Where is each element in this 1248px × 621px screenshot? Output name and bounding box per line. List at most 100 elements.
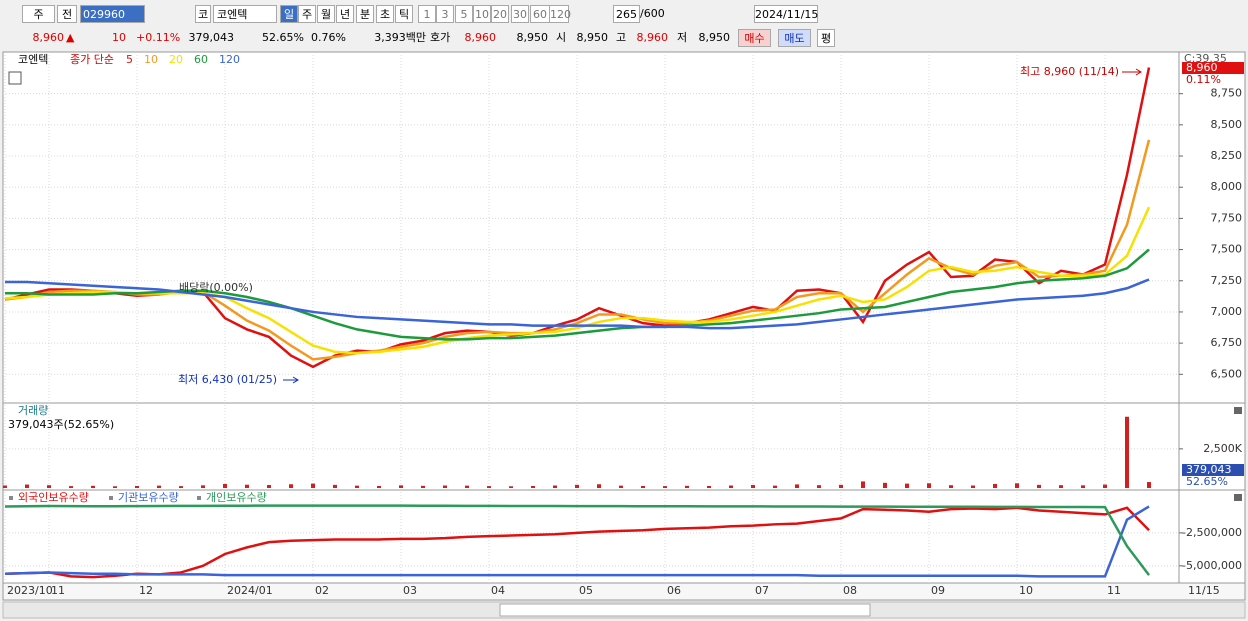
legend-entry: 기관보유수량	[118, 491, 179, 504]
mode-select[interactable]: 전	[57, 5, 77, 23]
y-tick-label: 2,500K	[1203, 442, 1242, 455]
period-button[interactable]: 주	[298, 5, 316, 23]
last-ratio-label: 52.65%	[1186, 475, 1228, 488]
period-button[interactable]: 일	[280, 5, 298, 23]
volume-bar	[751, 485, 755, 488]
sell-button[interactable]: 매도	[778, 29, 811, 47]
y-tick-label: 7,750	[1211, 211, 1243, 224]
x-tick-label: 02	[315, 584, 329, 597]
x-tick-label: 08	[843, 584, 857, 597]
x-tick-label: 04	[491, 584, 505, 597]
volume-bar	[223, 483, 227, 488]
volume-bar	[1059, 485, 1063, 488]
volume-bar	[113, 486, 117, 488]
close-icon[interactable]	[1234, 407, 1242, 414]
x-tick-label: 09	[931, 584, 945, 597]
market-label[interactable]: 코	[195, 5, 211, 23]
period-button[interactable]: 월	[317, 5, 335, 23]
legend-entry: 20	[169, 53, 183, 66]
legend-marker	[197, 496, 201, 500]
volume-bar	[619, 485, 623, 488]
interval-button[interactable]: 10	[473, 5, 491, 23]
y-tick-label: 7,000	[1211, 305, 1243, 318]
volume-bar	[1037, 484, 1041, 488]
legend-entry: 10	[144, 53, 158, 66]
y-tick-label: 7,500	[1211, 243, 1243, 256]
open: 8,950	[576, 31, 609, 44]
volume-bar	[157, 485, 161, 488]
annotation-high: 최고 8,960 (11/14)	[1020, 65, 1119, 78]
volume-bar	[861, 481, 865, 488]
change: 10	[112, 31, 126, 44]
last-change-label: 0.11%	[1186, 73, 1221, 86]
period-button[interactable]: 분	[356, 5, 374, 23]
turnover: 0.76%	[311, 31, 346, 44]
ask: 8,960	[464, 31, 497, 44]
amount: 3,393백만	[374, 31, 426, 44]
interval-button[interactable]: 120	[549, 5, 571, 23]
volume-box	[1182, 464, 1244, 476]
interval-button[interactable]: 3	[436, 5, 454, 23]
x-tick-label: 2023/10	[7, 584, 53, 597]
avg-button[interactable]: 평	[817, 29, 835, 47]
y-tick-label: 8,500	[1211, 118, 1243, 131]
code-input[interactable]: 029960	[80, 5, 145, 23]
volume-bar	[1081, 485, 1085, 488]
price-box	[1182, 62, 1244, 74]
interval-button[interactable]: 5	[455, 5, 473, 23]
buy-button[interactable]: 매수	[738, 29, 771, 47]
arrow: ▲	[66, 31, 75, 44]
volume-bar	[927, 483, 931, 488]
volume-bar	[641, 485, 645, 488]
scroll-thumb[interactable]	[499, 603, 871, 617]
x-tick-label: 10	[1019, 584, 1033, 597]
legend-entry: 외국인보유수량	[18, 491, 89, 504]
arrow	[283, 376, 299, 384]
interval-button[interactable]: 30	[511, 5, 529, 23]
volume-bar	[333, 484, 337, 488]
table-icon[interactable]	[8, 71, 22, 85]
panel-title: 거래량	[18, 404, 48, 417]
volume-bar	[245, 484, 249, 488]
series-line	[4, 505, 1150, 578]
annotation-low: 최저 6,430 (01/25)	[178, 373, 277, 386]
volume-bar	[267, 485, 271, 488]
series-line	[4, 506, 1150, 579]
arrow	[1122, 68, 1142, 76]
volume-bar	[663, 486, 667, 488]
high-label: 고	[616, 31, 627, 44]
period-button[interactable]: 년	[336, 5, 354, 23]
volume-bar	[839, 484, 843, 488]
y-tick-label: 6,500	[1211, 367, 1243, 380]
interval-button[interactable]: 20	[491, 5, 509, 23]
volume-bar	[1103, 484, 1107, 488]
volume-bar	[465, 485, 469, 488]
legend-marker	[9, 496, 13, 500]
volume-bar	[311, 483, 315, 488]
period-button[interactable]: 틱	[395, 5, 413, 23]
volume-bar	[47, 485, 51, 488]
volume-bar	[773, 485, 777, 488]
interval-button[interactable]: 60	[530, 5, 550, 23]
date-input[interactable]: 2024/11/15	[754, 5, 818, 23]
volume-bar	[883, 482, 887, 488]
last-volume-label: 379,043	[1186, 463, 1232, 476]
volume-bar	[179, 486, 183, 488]
legend-marker	[109, 496, 113, 500]
x-tick-label: 11	[51, 584, 65, 597]
name-input[interactable]: 코엔텍	[213, 5, 277, 23]
volume-bar	[993, 483, 997, 488]
volume-bar	[91, 485, 95, 488]
close-icon[interactable]	[1234, 494, 1242, 501]
market-select[interactable]: 주	[22, 5, 55, 23]
count-input[interactable]: 265	[613, 5, 640, 23]
period-button[interactable]: 초	[376, 5, 394, 23]
low: 8,950	[698, 31, 731, 44]
ask-label: 호가	[430, 31, 451, 44]
volume-bar	[201, 485, 205, 488]
x-tick-label: 06	[667, 584, 681, 597]
volume-bar	[355, 485, 359, 488]
interval-button[interactable]: 1	[418, 5, 436, 23]
y-tick-label: 8,250	[1211, 149, 1243, 162]
